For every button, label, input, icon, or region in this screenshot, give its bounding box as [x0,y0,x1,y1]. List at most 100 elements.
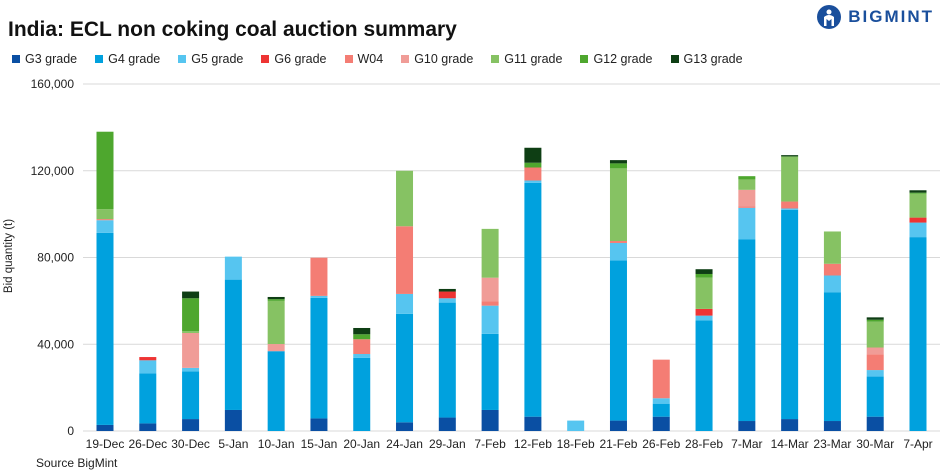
bar-segment-g3-grade [481,409,499,431]
bar-segment-g5-grade [866,370,884,377]
x-tick-label: 21-Feb [599,437,637,451]
x-tick-label: 29-Jan [429,437,466,451]
bar-segment-g3-grade [182,419,200,431]
bar-segment-g10-grade [738,189,756,207]
bar-segment-g5-grade [396,293,414,314]
bar-segment-g4-grade [909,237,927,431]
bar-segment-g5-grade [96,220,114,233]
x-tick-label: 7-Mar [731,437,762,451]
bar-segment-g10-grade [182,332,200,368]
y-tick-label: 120,000 [31,164,75,178]
bar-segment-g13-grade [267,296,285,300]
bar-segment-g3-grade [866,416,884,431]
legend-label: G13 grade [683,52,743,66]
bar-segment-g12-grade [524,162,542,168]
bar-segment-g4-grade [96,232,114,425]
bar-segment-g4-grade [738,239,756,422]
bar-segment-g11-grade [481,228,499,278]
bar-segment-g6-grade [438,291,456,299]
bar-segment-g11-grade [695,277,713,309]
bar-segment-w04 [96,219,114,221]
legend-swatch [670,55,679,63]
x-tick-label: 26-Dec [128,437,167,451]
legend-label: W04 [357,52,384,66]
bar-segment-g5-grade [224,256,242,280]
legend-label: G10 grade [414,52,474,66]
y-tick-label: 0 [67,424,74,438]
bar-segment-g4-grade [139,373,157,424]
legend-label: G3 grade [25,52,78,66]
x-tick-label: 28-Feb [685,437,723,451]
legend: G3 grade G4 grade G5 grade G6 grade W04 G10 g… [12,52,761,66]
bar-segment-g5-grade [909,222,927,238]
bar-segment-g4-grade [524,182,542,417]
bar-segment-g4-grade [652,403,670,417]
bar-segment-g4-grade [224,279,242,410]
bar-segment-g5-grade [438,298,456,303]
bar-segment-g4-grade [353,357,371,431]
bar-segment-w04 [310,257,328,296]
legend-swatch [261,55,270,63]
bar-segment-g13-grade [438,288,456,292]
x-tick-label: 24-Jan [386,437,423,451]
bar-segment-g4-grade [182,371,200,420]
bigmint-logo-text: BIGMINT [848,7,934,26]
bar-segment-g12-grade [909,192,927,194]
bar-segment-g5-grade [567,420,585,431]
bar-segment-g10-grade [866,347,884,355]
bar-segment-g12-grade [267,299,285,301]
bar-segment-g5-grade [139,360,157,374]
bar-segment-g4-grade [866,376,884,417]
bar-segment-g6-grade [139,357,157,361]
bar-segment-g12-grade [866,319,884,322]
bar-segment-g4-grade [781,209,799,420]
bar-segment-g11-grade [909,193,927,218]
x-tick-label: 14-Mar [771,437,809,451]
bar-segment-g10-grade [481,277,499,302]
bar-segment-g5-grade [353,354,371,358]
x-tick-label: 30-Mar [856,437,894,451]
bar-segment-g11-grade [823,231,841,264]
bar-segment-g3-grade [609,420,627,431]
bar-segment-g3-grade [396,422,414,431]
bar-segment-g11-grade [738,179,756,190]
bar-segment-g10-grade [267,344,285,352]
bar-segment-g12-grade [96,131,114,210]
bar-segment-g13-grade [524,147,542,163]
bigmint-logo-icon [817,5,842,29]
bar-segment-g13-grade [695,269,713,274]
bar-segment-g13-grade [866,317,884,320]
bar-segment-g4-grade [695,320,713,431]
bar-segment-g11-grade [267,300,285,345]
bar-segment-g3-grade [823,421,841,431]
legend-item: W04 [344,52,384,66]
bar-segment-g3-grade [438,417,456,431]
bar-segment-g3-grade [139,423,157,431]
bar-segment-g13-grade [353,327,371,335]
legend-swatch [580,55,589,63]
bar-segment-g5-grade [695,315,713,321]
bar-segment-g6-grade [695,308,713,316]
bar-segment-g12-grade [695,273,713,278]
y-tick-label: 160,000 [31,77,75,91]
x-tick-label: 10-Jan [258,437,295,451]
bar-segment-g4-grade [609,260,627,421]
bar-segment-g11-grade [96,209,114,220]
bar-segment-g3-grade [738,421,756,431]
bar-segment-w04 [396,226,414,294]
y-tick-label: 40,000 [37,337,74,351]
bar-segment-w04 [738,206,756,208]
x-tick-label: 12-Feb [514,437,552,451]
bar-segment-g4-grade [481,333,499,410]
bar-segment-g6-grade [909,217,927,223]
x-tick-label: 5-Jan [218,437,248,451]
x-tick-label: 19-Dec [86,437,125,451]
legend-label: G12 grade [593,52,653,66]
bar-segment-w04 [609,241,627,243]
bar-segment-g13-grade [909,190,927,193]
bar-segment-g12-grade [738,176,756,180]
bar-segment-g3-grade [96,424,114,431]
legend-item: G6 grade [261,52,327,66]
legend-swatch [12,55,20,63]
